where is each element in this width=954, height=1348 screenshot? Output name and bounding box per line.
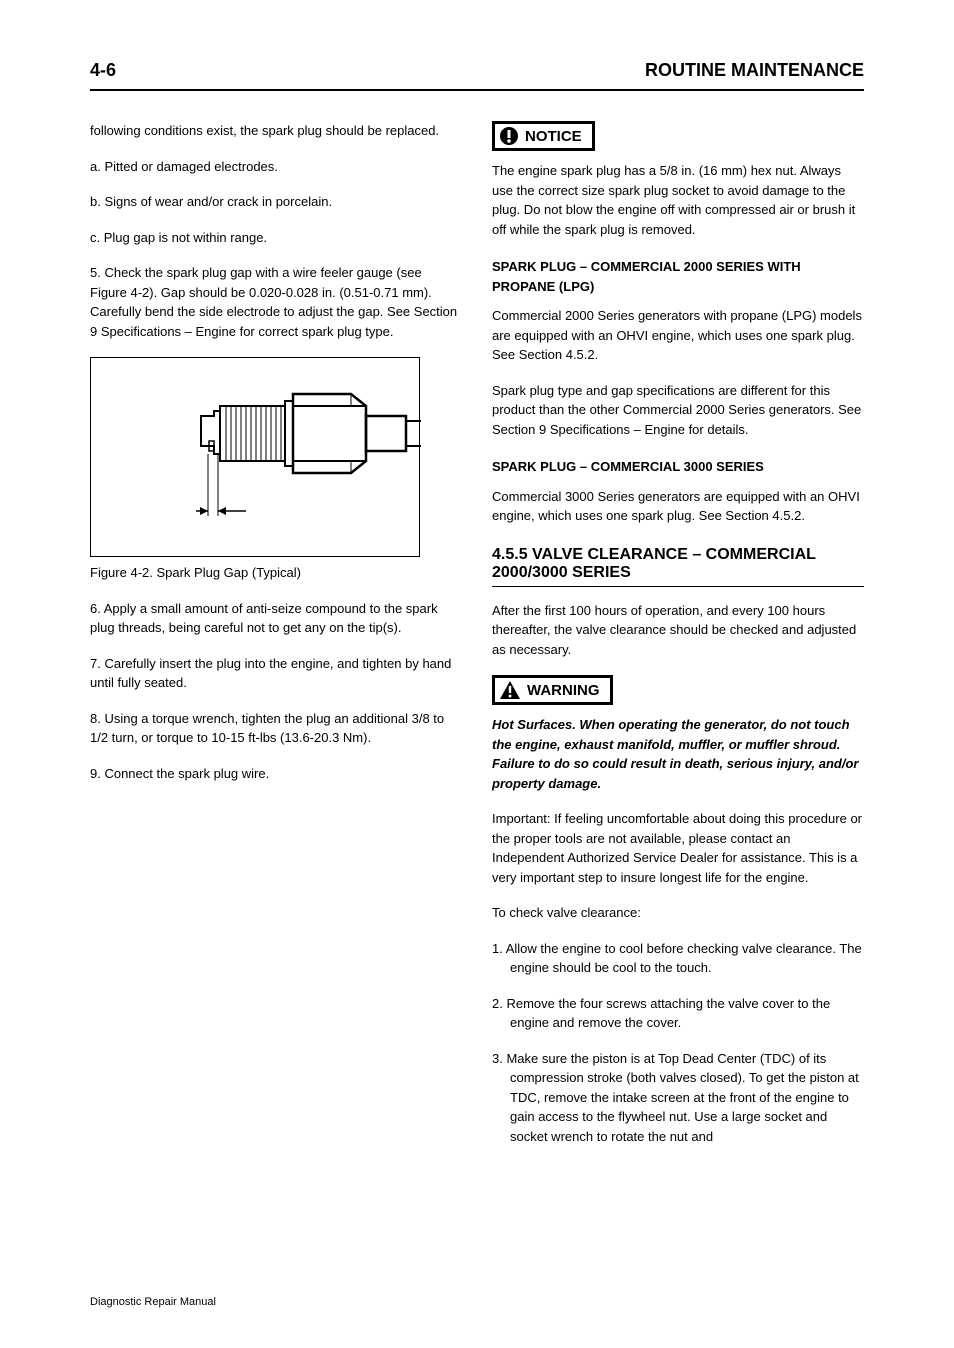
body-text: Commercial 3000 Series generators are eq…	[492, 487, 864, 526]
figure-caption: Figure 4-2. Spark Plug Gap (Typical)	[90, 563, 462, 583]
warning-callout: WARNING	[492, 675, 613, 705]
body-text: After the first 100 hours of operation, …	[492, 601, 864, 660]
list-item: a. Pitted or damaged electrodes.	[90, 157, 462, 177]
step-text: 9. Connect the spark plug wire.	[90, 764, 462, 784]
page-header: 4-6 ROUTINE MAINTENANCE	[90, 60, 864, 91]
body-text: Commercial 2000 Series generators with p…	[492, 306, 864, 365]
list-item: 1. Allow the engine to cool before check…	[492, 939, 864, 978]
header-title: ROUTINE MAINTENANCE	[645, 60, 864, 81]
right-column: NOTICE The engine spark plug has a 5/8 i…	[492, 121, 864, 1162]
subsection-heading: SPARK PLUG – COMMERCIAL 3000 SERIES	[492, 457, 864, 477]
warning-label: WARNING	[527, 682, 600, 699]
footer-left: Diagnostic Repair Manual	[90, 1296, 216, 1308]
spark-plug-drawing	[196, 386, 426, 546]
intro-text: following conditions exist, the spark pl…	[90, 121, 462, 141]
body-text: Important: If feeling uncomfortable abou…	[492, 809, 864, 887]
step-text: 8. Using a torque wrench, tighten the pl…	[90, 709, 462, 748]
page-number: 4-6	[90, 60, 116, 81]
bullet-list: a. Pitted or damaged electrodes. b. Sign…	[90, 157, 462, 248]
list-item: c. Plug gap is not within range.	[90, 228, 462, 248]
step-text: 6. Apply a small amount of anti-seize co…	[90, 599, 462, 638]
section-heading: 4.5.5 VALVE CLEARANCE – COMMERCIAL 2000/…	[492, 546, 864, 587]
page-footer: Diagnostic Repair Manual	[90, 1296, 864, 1308]
list-item: b. Signs of wear and/or crack in porcela…	[90, 192, 462, 212]
body-text: Spark plug type and gap specifications a…	[492, 381, 864, 440]
list-item: 3. Make sure the piston is at Top Dead C…	[492, 1049, 864, 1147]
notice-label: NOTICE	[525, 128, 582, 145]
notice-icon	[499, 126, 519, 146]
warning-text: Hot Surfaces. When operating the generat…	[492, 715, 864, 793]
notice-text: The engine spark plug has a 5/8 in. (16 …	[492, 161, 864, 239]
left-column: following conditions exist, the spark pl…	[90, 121, 462, 1162]
step-text: 5. Check the spark plug gap with a wire …	[90, 263, 462, 341]
notice-callout: NOTICE	[492, 121, 595, 151]
spark-plug-figure	[90, 357, 420, 557]
step-text: 7. Carefully insert the plug into the en…	[90, 654, 462, 693]
subsection-heading: SPARK PLUG – COMMERCIAL 2000 SERIES WITH…	[492, 257, 864, 296]
body-text: To check valve clearance:	[492, 903, 864, 923]
list-item: 2. Remove the four screws attaching the …	[492, 994, 864, 1033]
warning-icon	[499, 680, 521, 700]
